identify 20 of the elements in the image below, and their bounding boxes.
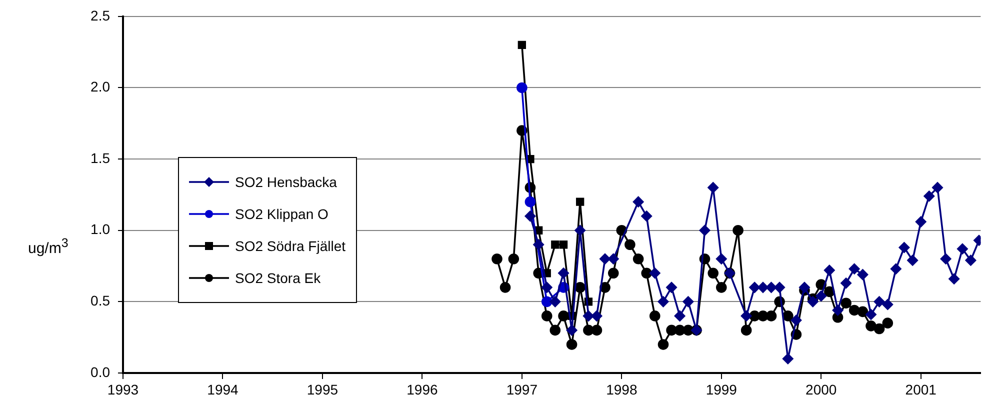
legend-label: SO2 Hensbacka [235,174,337,190]
y-tick-label: 2.5 [90,7,110,24]
x-tick-label: 1997 [506,381,538,398]
x-tick-label: 1998 [606,381,638,398]
x-tick-label: 1996 [406,381,438,398]
legend-label: SO2 Klippan O [235,206,328,222]
y-tick-label: 0.5 [90,292,110,309]
x-tick-label: 1999 [706,381,738,398]
x-tick-label: 1995 [306,381,338,398]
y-tick-label: 1.5 [90,150,110,166]
y-tick-label: 2.0 [90,78,110,95]
x-tick-label: 2001 [905,381,937,398]
y-tick-label: 0.0 [90,364,110,380]
legend-label: SO2 Stora Ek [235,270,321,286]
y-axis-title: ug/m$^{3}$ [28,236,68,257]
x-tick-label: 1993 [107,381,139,398]
x-tick-label: 1994 [207,381,239,398]
y-tick-label: 1.0 [90,221,110,238]
legend-label: SO2 Södra Fjället [235,238,346,254]
x-tick-label: 2000 [806,381,837,398]
